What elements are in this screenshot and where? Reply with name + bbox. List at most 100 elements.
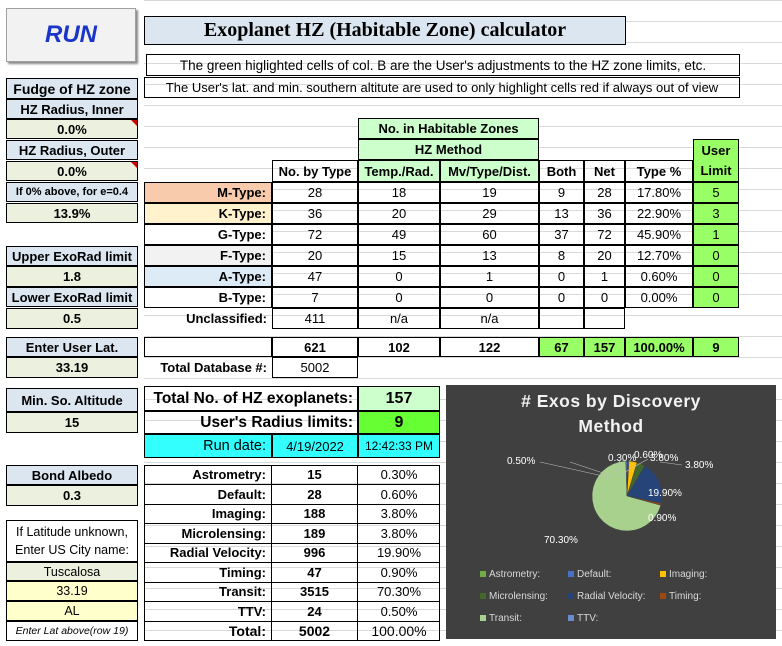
- unclassified-label: Unclassified:: [186, 311, 267, 326]
- unclassified-net: [584, 308, 625, 329]
- legend-swatch: [660, 593, 666, 599]
- legend-entry-0: Astrometry:: [480, 569, 540, 580]
- table-cell-both: 8: [539, 245, 584, 266]
- chart-title: # Exos by Discovery Method: [521, 391, 701, 436]
- legend-swatch: [660, 571, 666, 577]
- col-header-temp-rad: Temp./Rad.: [358, 160, 440, 182]
- hz-outer-input[interactable]: 0.0%: [6, 161, 138, 181]
- user-lat-input[interactable]: 33.19: [6, 357, 138, 378]
- hz-outer-label: HZ Radius, Outer: [6, 140, 138, 160]
- hz-inner-label: HZ Radius, Inner: [6, 99, 138, 119]
- table-cell-u: 3: [693, 203, 739, 224]
- hz-inner-input[interactable]: 0.0%: [6, 119, 138, 139]
- type-label: K-Type:: [144, 203, 272, 224]
- unclassified-temp: n/a: [358, 308, 440, 329]
- table-cell-net: 1: [584, 266, 625, 287]
- method-percent: 0.50%: [358, 602, 440, 622]
- table-cell-m: 0: [440, 287, 539, 308]
- city-latitude: 33.19: [6, 581, 138, 601]
- user-radius-value: 9: [358, 411, 440, 434]
- pie-leader-line: [659, 461, 683, 466]
- table-cell-u: 1: [693, 224, 739, 245]
- col-header-type-pct: Type %: [625, 160, 693, 182]
- legend-label: Microlensing:: [489, 591, 548, 602]
- legend-swatch: [568, 593, 574, 599]
- pie-slice-7: [625, 460, 628, 497]
- method-count: 24: [272, 601, 358, 622]
- method-count: 188: [272, 504, 358, 524]
- table-cell-net: 20: [584, 245, 625, 266]
- legend-swatch: [568, 615, 574, 621]
- table-cell-both: 13: [539, 203, 584, 224]
- method-percent: 100.00%: [358, 621, 440, 641]
- total-type-pct: 100.00%: [625, 337, 693, 357]
- legend-swatch: [480, 593, 486, 599]
- method-percent: 3.80%: [358, 524, 440, 544]
- legend-label: Default:: [577, 569, 611, 580]
- fudge-header: Fudge of HZ zone: [6, 78, 138, 99]
- lower-exorad-input[interactable]: 0.5: [6, 308, 138, 329]
- note-green-cells: The green higlighted cells of col. B are…: [146, 54, 740, 76]
- col-header-both: Both: [539, 160, 584, 182]
- table-cell-m: 60: [440, 224, 539, 245]
- method-count: 996: [272, 543, 358, 563]
- unclassified-mv: n/a: [440, 308, 539, 329]
- table-cell-u: 0: [693, 245, 739, 266]
- pie-label-0: 0.30%: [608, 453, 636, 464]
- city-state: AL: [6, 601, 138, 621]
- table-cell-t: 15: [358, 245, 440, 266]
- pie-label-1: 0.60%: [634, 450, 662, 461]
- method-name: Total:: [144, 621, 272, 641]
- type-label: A-Type:: [144, 266, 272, 287]
- table-cell-pct: 22.90%: [625, 203, 693, 224]
- run-button[interactable]: RUN: [6, 8, 136, 62]
- bond-albedo-input[interactable]: 0.3: [6, 485, 138, 506]
- table-cell-n: 20: [272, 245, 358, 266]
- table-cell-pct: 45.90%: [625, 224, 693, 245]
- table-cell-pct: 17.80%: [625, 182, 693, 203]
- total-temp-rad: 102: [358, 337, 440, 357]
- table-cell-net: 0: [584, 287, 625, 308]
- legend-label: Radial Velocity:: [577, 591, 645, 602]
- unclassified-count: 411: [272, 308, 358, 329]
- legend-swatch: [480, 615, 486, 621]
- page-title: Exoplanet HZ (Habitable Zone) calculator: [144, 16, 626, 45]
- legend-entry-5: Timing:: [660, 591, 701, 602]
- city-prompt-line2: Enter US City name:: [15, 543, 129, 557]
- pie-slice-4: [626, 465, 663, 504]
- method-percent: 0.60%: [358, 485, 440, 505]
- method-count: 28: [272, 484, 358, 505]
- legend-entry-7: TTV:: [568, 613, 598, 624]
- pie-label-7: 0.50%: [507, 456, 535, 467]
- legend-label: TTV:: [577, 613, 598, 624]
- pie-leader-line: [539, 461, 613, 479]
- ecc-value: 13.9%: [6, 203, 138, 223]
- method-name: Transit:: [144, 582, 272, 602]
- pie-svg: 0.30%0.60%3.80%3.80%19.90%0.90%70.30%0.5…: [480, 450, 713, 624]
- run-date-value: 4/19/2022: [272, 434, 358, 458]
- legend-swatch: [480, 571, 486, 577]
- total-hz-label: Total No. of HZ exoplanets:: [144, 386, 358, 411]
- method-count: 5002: [272, 621, 358, 641]
- run-time-value: 12:42:33 PM: [358, 434, 440, 458]
- table-cell-both: 37: [539, 224, 584, 245]
- total-both: 67: [539, 337, 584, 357]
- table-cell-both: 0: [539, 266, 584, 287]
- discovery-pie-chart: # Exos by Discovery Method 0.30% 0.60% 3.8…: [446, 385, 776, 639]
- city-input[interactable]: Tuscalosa: [6, 562, 138, 581]
- table-cell-n: 47: [272, 266, 358, 287]
- table-cell-u: 0: [693, 266, 739, 287]
- total-database-label: Total Database #:: [160, 360, 267, 375]
- legend-label: Timing:: [669, 591, 701, 602]
- user-lat-label: Enter User Lat.: [6, 337, 138, 357]
- upper-exorad-input[interactable]: 1.8: [6, 266, 138, 287]
- min-altitude-input[interactable]: 15: [6, 412, 138, 433]
- upper-exorad-label: Upper ExoRad limit: [6, 246, 138, 266]
- method-name: Radial Velocity:: [144, 543, 272, 563]
- legend-entry-2: Imaging:: [660, 569, 707, 580]
- table-cell-t: 0: [358, 266, 440, 287]
- method-name: Microlensing:: [144, 523, 272, 544]
- hz-group-header: No. in Habitable Zones: [358, 118, 539, 139]
- note-latitude: The User's lat. and min. southern altitu…: [144, 77, 740, 98]
- city-prompt-line1: If Latitude unknown,: [16, 525, 128, 539]
